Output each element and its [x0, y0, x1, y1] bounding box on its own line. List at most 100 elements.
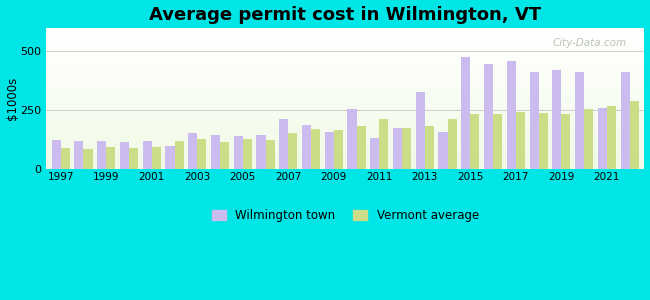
Bar — [46, 148, 644, 149]
Bar — [46, 60, 644, 61]
Bar — [46, 117, 644, 118]
Bar — [46, 152, 644, 153]
Bar — [46, 65, 644, 66]
Bar — [46, 78, 644, 79]
Bar — [46, 169, 644, 170]
Bar — [257, 135, 266, 170]
Bar — [174, 141, 183, 170]
Bar — [46, 163, 644, 164]
Bar — [165, 146, 174, 169]
Bar — [46, 105, 644, 106]
Bar — [46, 74, 644, 75]
Bar — [46, 53, 644, 54]
Bar — [46, 126, 644, 127]
Bar — [46, 38, 644, 39]
Bar — [46, 164, 644, 165]
Bar — [46, 141, 644, 142]
Bar — [46, 56, 644, 57]
Bar — [46, 82, 644, 83]
Bar — [46, 138, 644, 139]
Bar — [46, 137, 644, 138]
Bar — [46, 124, 644, 125]
Bar — [607, 106, 616, 170]
Bar — [243, 139, 252, 169]
Bar — [493, 114, 502, 170]
Bar — [46, 160, 644, 161]
Bar — [46, 85, 644, 86]
Bar — [46, 73, 644, 74]
Bar — [46, 153, 644, 154]
Bar — [46, 79, 644, 80]
Bar — [46, 135, 644, 136]
Bar — [46, 30, 644, 31]
Bar — [46, 57, 644, 58]
Bar — [46, 131, 644, 132]
Bar — [393, 128, 402, 169]
Bar — [598, 108, 607, 170]
Bar — [402, 128, 411, 169]
Bar — [46, 157, 644, 158]
Bar — [46, 72, 644, 73]
Bar — [46, 62, 644, 63]
Bar — [220, 142, 229, 169]
Bar — [46, 167, 644, 168]
Bar — [46, 55, 644, 56]
Bar — [46, 144, 644, 145]
Bar — [211, 135, 220, 170]
Bar — [46, 115, 644, 116]
Bar — [46, 102, 644, 103]
Bar — [46, 110, 644, 111]
Bar — [46, 123, 644, 124]
Bar — [584, 109, 593, 170]
Bar — [129, 148, 138, 169]
Bar — [46, 134, 644, 135]
Bar — [234, 136, 243, 169]
Bar — [425, 126, 434, 169]
Bar — [46, 133, 644, 134]
Bar — [46, 40, 644, 41]
Bar — [46, 111, 644, 112]
Bar — [46, 139, 644, 140]
Bar — [46, 70, 644, 71]
Bar — [46, 114, 644, 115]
Title: Average permit cost in Wilmington, VT: Average permit cost in Wilmington, VT — [149, 6, 541, 24]
Bar — [289, 133, 298, 170]
Bar — [46, 98, 644, 99]
Bar — [46, 88, 644, 89]
Bar — [334, 130, 343, 170]
Bar — [46, 35, 644, 36]
Bar — [46, 80, 644, 81]
Bar — [74, 141, 83, 170]
Bar — [46, 50, 644, 51]
Bar — [46, 67, 644, 68]
Bar — [46, 68, 644, 69]
Bar — [46, 151, 644, 152]
Bar — [46, 84, 644, 85]
Bar — [46, 90, 644, 91]
Bar — [46, 154, 644, 155]
Bar — [46, 162, 644, 163]
Bar — [46, 33, 644, 34]
Bar — [46, 101, 644, 102]
Bar — [46, 64, 644, 65]
Bar — [142, 141, 151, 170]
Bar — [46, 168, 644, 169]
Bar — [97, 141, 106, 170]
Bar — [46, 109, 644, 110]
Bar — [46, 129, 644, 130]
Bar — [46, 100, 644, 101]
Legend: Wilmington town, Vermont average: Wilmington town, Vermont average — [207, 205, 484, 227]
Bar — [46, 69, 644, 70]
Bar — [46, 32, 644, 33]
Bar — [46, 146, 644, 147]
Bar — [46, 41, 644, 42]
Bar — [357, 126, 366, 169]
Text: City-Data.com: City-Data.com — [552, 38, 627, 48]
Bar — [46, 63, 644, 64]
Bar — [46, 66, 644, 67]
Bar — [83, 149, 92, 170]
Bar — [46, 156, 644, 157]
Bar — [46, 159, 644, 160]
Bar — [46, 81, 644, 82]
Bar — [46, 107, 644, 108]
